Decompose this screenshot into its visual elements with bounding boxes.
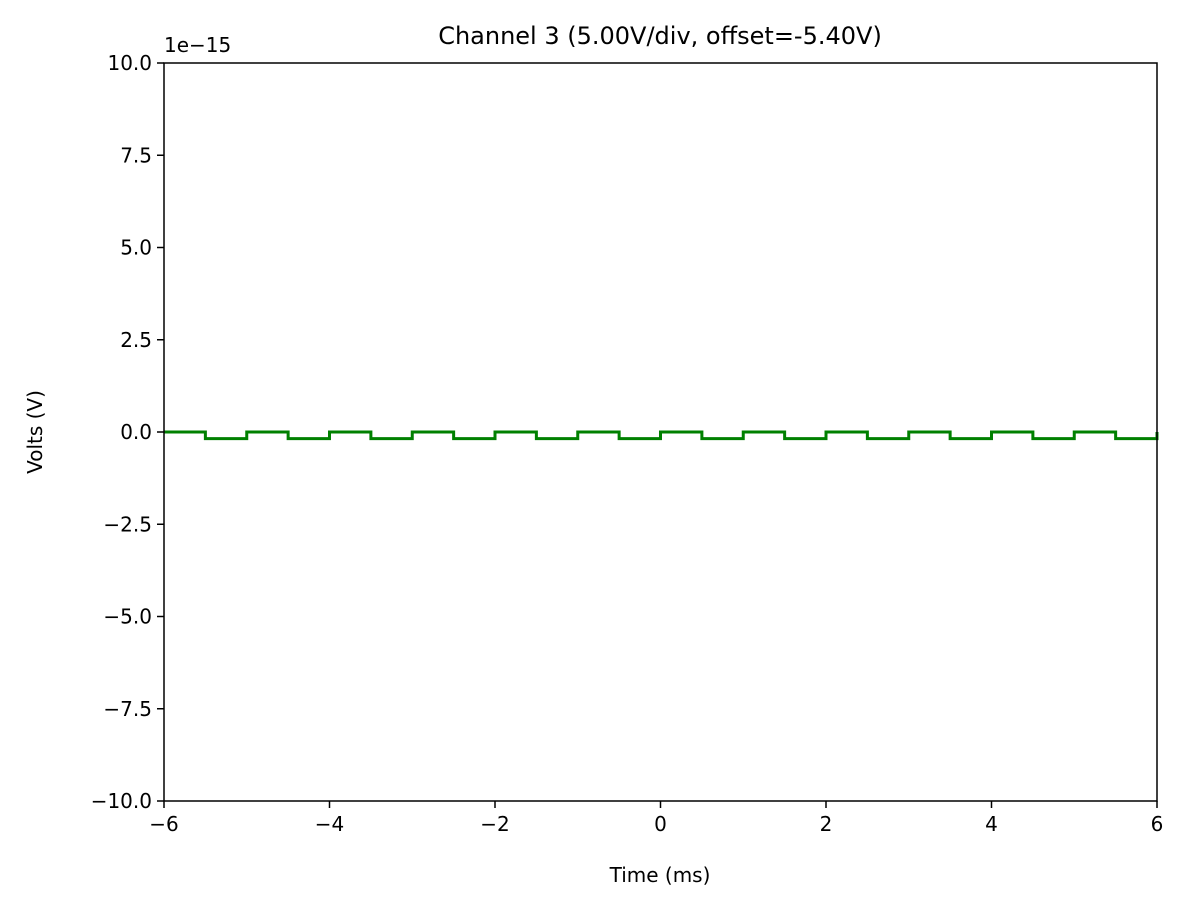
x-tick-label: −2 bbox=[480, 812, 509, 836]
y-axis: −10.0 −7.5 −5.0 −2.5 0.0 2.5 5.0 7.5 10.0 bbox=[91, 51, 164, 813]
y-tick-label: 5.0 bbox=[120, 236, 152, 260]
y-tick-label: 10.0 bbox=[107, 51, 152, 75]
x-axis-title: Time (ms) bbox=[609, 863, 711, 887]
x-tick-label: 0 bbox=[654, 812, 667, 836]
y-tick-label: −5.0 bbox=[103, 605, 152, 629]
chart-title: Channel 3 (5.00V/div, offset=-5.40V) bbox=[438, 22, 882, 50]
x-tick-label: 6 bbox=[1151, 812, 1164, 836]
x-axis: −6 −4 −2 0 2 4 6 bbox=[149, 801, 1163, 836]
plot-series bbox=[164, 430, 1159, 441]
y-tick-label: 0.0 bbox=[120, 420, 152, 444]
y-tick-label: −2.5 bbox=[103, 512, 152, 536]
y-scale-label: 1e−15 bbox=[164, 33, 231, 57]
series-line-0 bbox=[164, 430, 1159, 441]
x-tick-label: 2 bbox=[820, 812, 833, 836]
y-axis-title: Volts (V) bbox=[23, 390, 47, 474]
y-tick-label: −10.0 bbox=[91, 789, 152, 813]
x-tick-label: −4 bbox=[315, 812, 344, 836]
y-tick-label: 2.5 bbox=[120, 328, 152, 352]
y-tick-label: −7.5 bbox=[103, 697, 152, 721]
x-tick-label: 4 bbox=[985, 812, 998, 836]
x-tick-label: −6 bbox=[149, 812, 178, 836]
y-tick-label: 7.5 bbox=[120, 143, 152, 167]
